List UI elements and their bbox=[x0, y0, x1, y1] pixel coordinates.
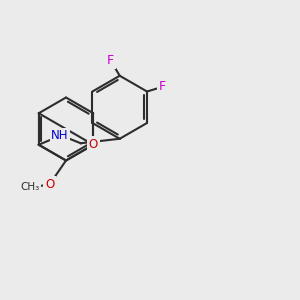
Text: O: O bbox=[89, 138, 98, 151]
Text: CH₃: CH₃ bbox=[20, 182, 40, 193]
Text: F: F bbox=[158, 80, 166, 94]
Text: NH: NH bbox=[51, 129, 68, 142]
Text: O: O bbox=[45, 178, 54, 191]
Text: F: F bbox=[107, 54, 114, 67]
